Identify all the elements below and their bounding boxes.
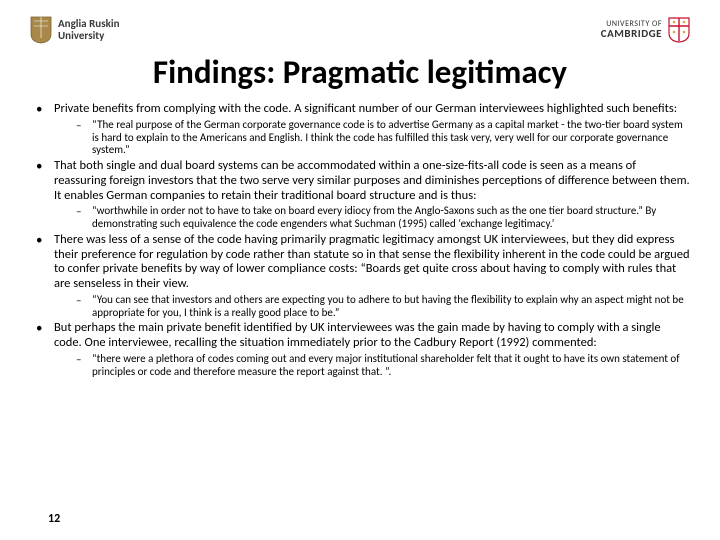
sub-item: “The real purpose of the German corporat… bbox=[54, 119, 690, 157]
sub-text: “You can see that investors and others a… bbox=[92, 294, 690, 320]
bullet-text: That both single and dual board systems … bbox=[54, 159, 690, 203]
sub-list: “The real purpose of the German corporat… bbox=[54, 119, 690, 157]
cam-line2: CAMBRIDGE bbox=[601, 28, 662, 40]
page-number: 12 bbox=[48, 512, 60, 526]
bullet-item: Private benefits from complying with the… bbox=[30, 102, 690, 157]
bullet-item: But perhaps the main private benefit ide… bbox=[30, 321, 690, 378]
sub-item: “You can see that investors and others a… bbox=[54, 294, 690, 320]
sub-list: “worthwhile in order not to have to take… bbox=[54, 205, 690, 231]
cambridge-shield-icon bbox=[668, 17, 690, 43]
logo-bar: Anglia Ruskin University UNIVERSITY OF C… bbox=[30, 10, 690, 50]
sub-item: “worthwhile in order not to have to take… bbox=[54, 205, 690, 231]
cambridge-logo-text: UNIVERSITY OF CAMBRIDGE bbox=[601, 20, 662, 40]
bullet-text: There was less of a sense of the code ha… bbox=[54, 233, 690, 292]
bullet-item: That both single and dual board systems … bbox=[30, 159, 690, 231]
slide-title: Findings: Pragmatic legitimacy bbox=[30, 52, 690, 92]
sub-list: “You can see that investors and others a… bbox=[54, 294, 690, 320]
sub-text: “there were a plethora of codes coming o… bbox=[92, 353, 690, 379]
sub-text: “The real purpose of the German corporat… bbox=[92, 119, 690, 157]
bullet-text: But perhaps the main private benefit ide… bbox=[54, 321, 690, 351]
aru-logo: Anglia Ruskin University bbox=[30, 16, 119, 44]
aru-shield-icon bbox=[30, 16, 52, 44]
bullet-list: Private benefits from complying with the… bbox=[30, 102, 690, 378]
aru-logo-text: Anglia Ruskin University bbox=[58, 18, 119, 41]
bullet-text: Private benefits from complying with the… bbox=[54, 102, 690, 117]
bullet-item: There was less of a sense of the code ha… bbox=[30, 233, 690, 320]
sub-text: “worthwhile in order not to have to take… bbox=[92, 205, 690, 231]
sub-list: “there were a plethora of codes coming o… bbox=[54, 353, 690, 379]
cambridge-logo: UNIVERSITY OF CAMBRIDGE bbox=[601, 17, 690, 43]
slide: Anglia Ruskin University UNIVERSITY OF C… bbox=[0, 0, 720, 540]
aru-line2: University bbox=[58, 30, 119, 42]
sub-item: “there were a plethora of codes coming o… bbox=[54, 353, 690, 379]
